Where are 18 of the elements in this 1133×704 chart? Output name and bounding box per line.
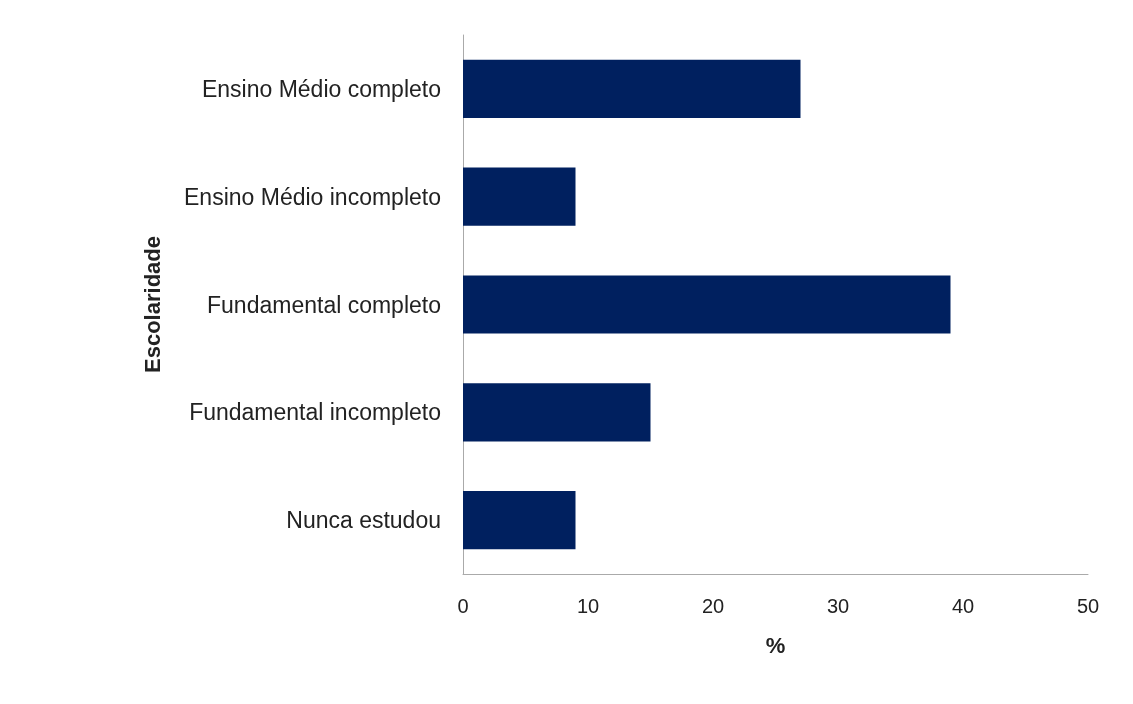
y-tick-label: Ensino Médio completo (201, 75, 441, 102)
x-tick-label: 20 (701, 595, 725, 617)
x-tick-label: 0 (457, 595, 469, 617)
x-tick-label: 50 (1076, 595, 1100, 617)
x-tick-label: 10 (576, 595, 600, 617)
bar (463, 59, 801, 119)
y-tick-label: Ensino Médio incompleto (184, 183, 441, 210)
y-tick-label: Fundamental incompleto (189, 399, 441, 426)
bar (463, 167, 576, 226)
x-tick-label: 40 (951, 595, 975, 617)
y-axis-title: Escolaridade (139, 236, 165, 373)
x-axis-title: % (765, 632, 786, 658)
bar (463, 383, 651, 442)
x-tick-label: 30 (826, 595, 850, 617)
bar (463, 275, 951, 334)
y-tick-label: Nunca estudou (286, 507, 441, 534)
bar (463, 490, 576, 550)
y-tick-label: Fundamental completo (207, 291, 441, 318)
